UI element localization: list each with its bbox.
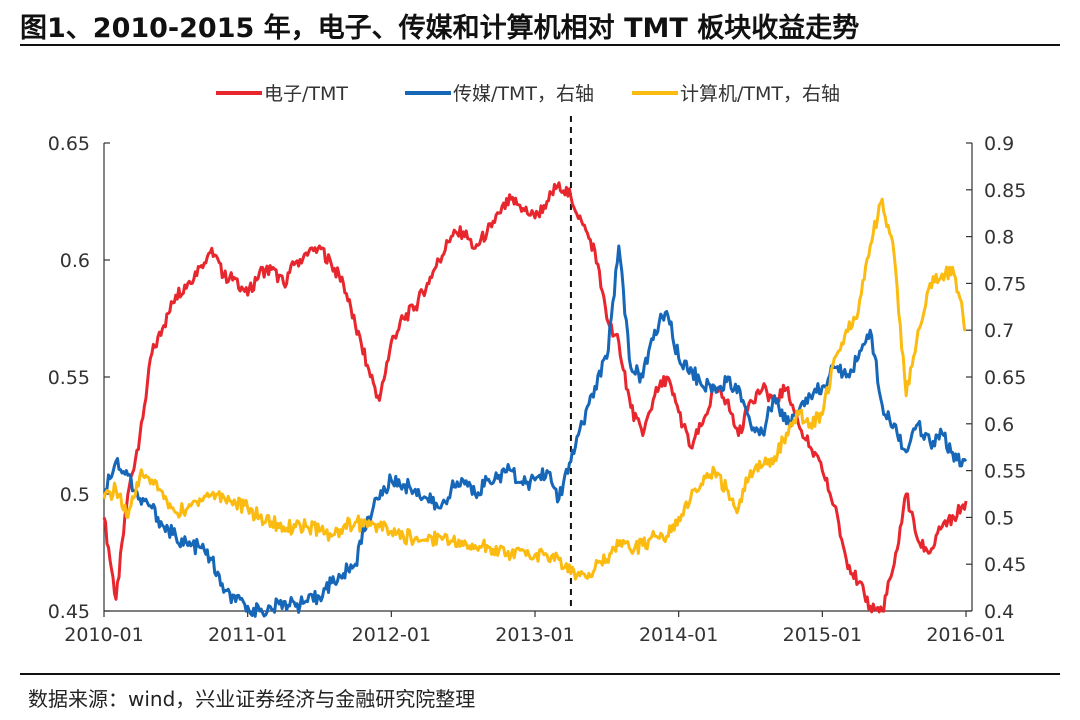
y-left-tick-label: 0.5 <box>60 484 90 506</box>
x-tick-label: 2016-01 <box>926 624 1005 646</box>
y-right-tick-label: 0.6 <box>984 414 1014 436</box>
y-right-tick-label: 0.9 <box>984 133 1014 155</box>
y-right-tick-label: 0.5 <box>984 507 1014 529</box>
legend-label-0: 电子/TMT <box>264 83 348 105</box>
footer-rule <box>20 673 1060 675</box>
y-right-tick-label: 0.4 <box>984 601 1014 623</box>
x-tick-label: 2013-01 <box>495 624 574 646</box>
line-chart: 电子/TMT 传媒/TMT，右轴 计算机/TMT，右轴 0.45 0.5 0.55 0.6… <box>48 83 1027 646</box>
source-note: 数据来源：wind，兴业证券经济与金融研究院整理 <box>28 687 476 711</box>
title-rule <box>20 44 1060 46</box>
legend-label-1: 传媒/TMT，右轴 <box>453 83 594 105</box>
series-line-1 <box>103 244 968 618</box>
y-right-tick-label: 0.65 <box>984 367 1026 389</box>
page-title: 图1、2010-2015 年，电子、传媒和计算机相对 TMT 板块收益走势 <box>20 13 860 44</box>
y-right-tick-label: 0.75 <box>984 273 1026 295</box>
series-line-2 <box>102 197 967 581</box>
chart-series <box>102 181 968 618</box>
y-left-tick-label: 0.65 <box>48 133 90 155</box>
y-left-tick-label: 0.55 <box>48 367 90 389</box>
x-tick-label: 2012-01 <box>352 624 431 646</box>
x-tick-label: 2015-01 <box>783 624 862 646</box>
x-tick-label: 2014-01 <box>639 624 718 646</box>
chart-axes: 0.45 0.5 0.55 0.6 0.65 0.4 0.45 0.5 0.55 0.6 0.65 0… <box>48 116 1026 646</box>
chart-legend: 电子/TMT 传媒/TMT，右轴 计算机/TMT，右轴 <box>216 83 840 105</box>
x-tick-label: 2011-01 <box>208 624 287 646</box>
legend-label-2: 计算机/TMT，右轴 <box>680 83 840 105</box>
y-right-tick-label: 0.85 <box>984 180 1026 202</box>
x-tick-label: 2010-01 <box>64 624 143 646</box>
y-left-tick-label: 0.6 <box>60 250 90 272</box>
y-right-tick-label: 0.7 <box>984 320 1014 342</box>
y-left-tick-label: 0.45 <box>48 601 90 623</box>
y-right-tick-label: 0.45 <box>984 554 1026 576</box>
series-line-0 <box>102 181 968 614</box>
y-right-tick-label: 0.55 <box>984 461 1026 483</box>
y-right-tick-label: 0.8 <box>984 227 1014 249</box>
